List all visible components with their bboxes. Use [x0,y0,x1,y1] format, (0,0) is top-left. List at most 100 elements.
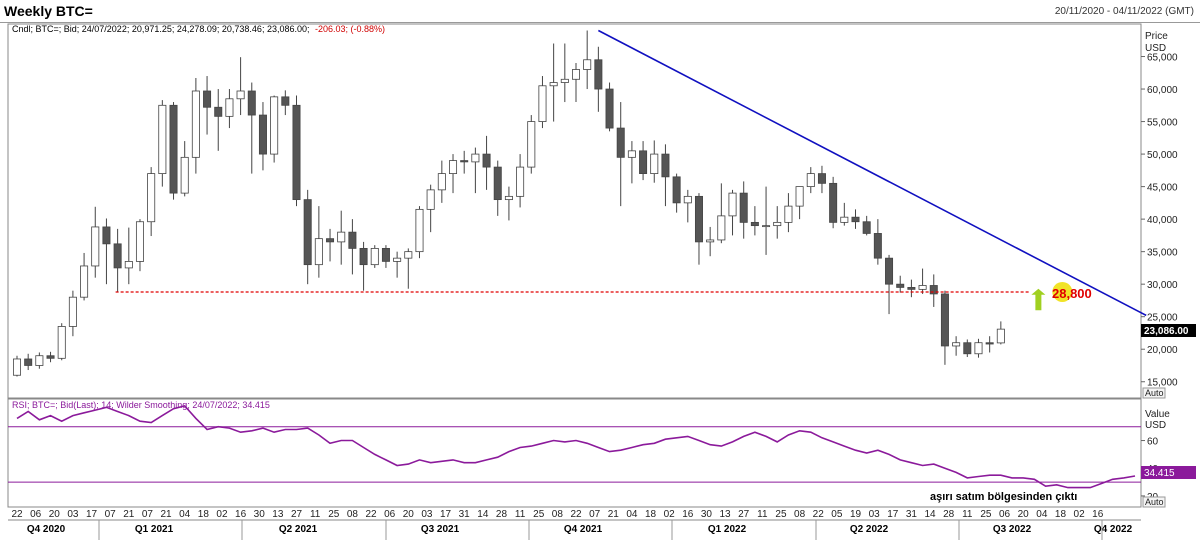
xaxis-week-label: 03 [869,509,881,520]
price-panel-frame [7,23,1142,399]
price-ytick-label: 65,000 [1147,53,1178,64]
xaxis-quarter-label: Q2 2022 [850,524,889,535]
xaxis-week-label: 14 [924,509,936,520]
xaxis-week-label: 08 [347,509,359,520]
candle-body [952,342,961,347]
candle-body [683,195,692,204]
candle-body [337,231,346,243]
price-ytick-label: 50,000 [1147,150,1178,161]
rsi-ytick-label: 60 [1147,437,1159,448]
xaxis-quarter-label: Q4 2021 [564,524,603,535]
price-ytick-label: 60,000 [1147,85,1178,96]
candle-body [762,225,771,228]
xaxis-week-label: 31 [906,509,918,520]
candle-body [135,221,144,262]
xaxis-week-label: 18 [1055,509,1067,520]
candle-body [795,186,804,207]
price-info-prefix: Cndl; BTC=; Bid; 24/07/2022; 20,971.25; … [12,24,309,34]
rsi-axis-unit: USD [1145,420,1166,431]
xaxis-week-label: 21 [161,509,173,520]
rsi-info: RSI; BTC=; Bid(Last); 14; Wilder Smoothi… [12,400,270,410]
xaxis-week-label: 14 [477,509,489,520]
candle-body [605,88,614,129]
price-ytick-label: 15,000 [1147,378,1178,389]
candle-body [102,226,111,245]
candle-body [616,127,625,158]
candle-body [214,106,223,117]
candle-body [929,285,938,295]
candle-body [728,192,737,217]
xaxis-week-label: 11 [310,509,321,520]
candle-body [80,265,89,298]
xaxis-week-label: 02 [664,509,676,520]
chart-title: Weekly BTC= [4,3,93,19]
candle-body [437,173,446,191]
header-divider [0,22,1200,23]
price-ytick-label: 40,000 [1147,215,1178,226]
xaxis-week-label: 22 [11,509,23,520]
xaxis-week-label: 03 [67,509,79,520]
candle-body [147,173,156,223]
candle-body [471,153,480,163]
rsi-auto-box[interactable] [1142,496,1166,508]
candle-body [381,247,390,262]
xaxis-week-label: 22 [813,509,825,520]
xaxis-week-label: 18 [198,509,210,520]
candle-body [68,296,77,327]
xaxis-week-label: 08 [552,509,564,520]
candle-body [482,153,491,168]
price-auto-label: Auto [1145,388,1164,398]
xaxis-week-label: 20 [1018,509,1030,520]
xaxis-week-label: 04 [179,509,191,520]
xaxis-week-label: 27 [738,509,750,520]
candle-body [639,150,648,174]
candle-body [829,182,838,223]
candle-body [583,59,592,70]
rsi-annotation: aşırı satım bölgesinden çıktı [930,491,1077,503]
rsi-line [16,405,1136,489]
candle-body [572,69,581,80]
xaxis-quarter-label: Q4 2022 [1094,524,1133,535]
candle-body [594,59,603,90]
price-ytick-label: 55,000 [1147,118,1178,129]
candle-body [35,355,44,366]
candle-body [393,257,402,262]
candle-body [426,189,435,210]
xaxis-week-label: 31 [459,509,471,520]
xaxis-week-label: 21 [123,509,135,520]
xaxis-week-label: 30 [701,509,713,520]
xaxis-week-label: 11 [515,509,526,520]
xaxis-week-label: 11 [757,509,768,520]
xaxis-week-label: 21 [608,509,620,520]
price-auto-box[interactable] [1142,387,1166,399]
last-rsi-label: 34.415 [1144,468,1175,479]
candle-body [873,233,882,259]
candle-body [706,239,715,243]
candle-body [314,238,323,266]
xaxis-week-label: 05 [831,509,843,520]
xaxis-week-label: 25 [328,509,340,520]
candle-body [158,104,167,174]
candle-body [694,195,703,243]
xaxis-week-label: 13 [720,509,732,520]
xaxis-week-label: 20 [403,509,415,520]
candle-body [885,257,894,285]
xaxis-week-label: 17 [86,509,98,520]
xaxis-week-label: 30 [254,509,266,520]
level-label: 28,800 [1052,286,1092,301]
xaxis-quarter-label: Q3 2021 [421,524,460,535]
price-info: Cndl; BTC=; Bid; 24/07/2022; 20,971.25; … [12,24,385,34]
candle-body [124,261,133,269]
candle-body [907,287,916,290]
xaxis-quarter-label: Q4 2020 [27,524,66,535]
candle-body [996,328,1005,344]
xaxis-week-label: 04 [626,509,638,520]
xaxis-week-label: 07 [105,509,117,520]
price-ytick-label: 45,000 [1147,183,1178,194]
candle-body [270,96,279,155]
xaxis-week-label: 07 [142,509,154,520]
rsi-axis-title: Value [1145,409,1170,420]
candle-body [404,251,413,259]
xaxis-week-label: 28 [943,509,955,520]
